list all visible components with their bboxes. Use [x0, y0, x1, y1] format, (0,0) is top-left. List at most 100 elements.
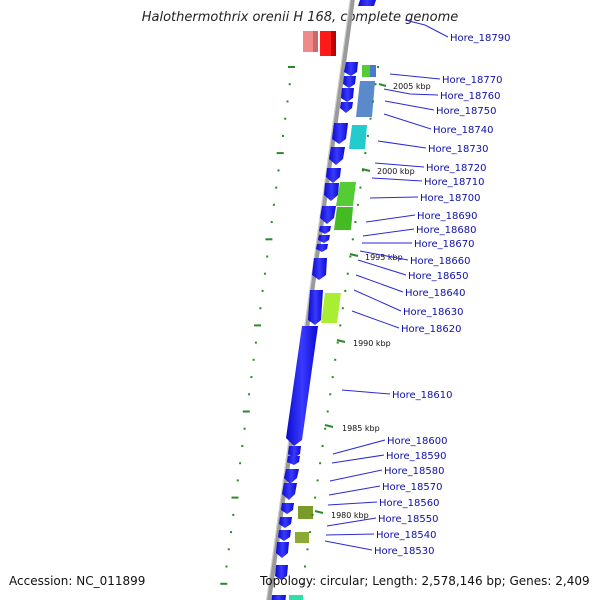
gene-label[interactable]: Hore_18660	[410, 256, 471, 267]
kbp-label: 1990 kbp	[353, 339, 391, 348]
cds-arrow	[358, 0, 376, 6]
leader-line	[324, 540, 373, 551]
leader-line	[357, 259, 407, 276]
leader-line	[371, 177, 423, 182]
tick-ring	[220, 66, 379, 585]
tick-dash	[282, 134, 284, 137]
map-title: Halothermothrix orenii H 168, complete g…	[141, 10, 459, 25]
gene-lime	[321, 293, 341, 323]
genome-backbone-highlight	[266, 0, 351, 600]
tick-dash	[239, 462, 242, 465]
gene-green	[336, 182, 356, 206]
tick-dash	[372, 100, 374, 103]
tick-dash	[329, 393, 332, 396]
tick-dash	[354, 221, 357, 223]
cds-arrow	[319, 226, 331, 234]
gene-label[interactable]: Hore_18580	[384, 466, 445, 477]
gene-teal	[289, 595, 303, 600]
tick-dash	[259, 307, 262, 310]
gene-label[interactable]: Hore_18790	[450, 33, 511, 44]
tick-dash	[341, 307, 344, 310]
tick-dash	[374, 83, 377, 86]
tick-dash	[331, 376, 334, 379]
tick-dash	[301, 582, 304, 585]
gene-label[interactable]: Hore_18690	[417, 211, 478, 222]
tick-dash	[275, 186, 278, 189]
kbp-tick	[314, 510, 324, 514]
leader-line	[326, 517, 377, 527]
kbp-label: 1995 kbp	[365, 253, 403, 262]
gene-label[interactable]: Hore_18530	[374, 546, 435, 557]
tick-dash	[254, 324, 262, 327]
tick-dash	[346, 272, 349, 275]
tick-dash	[265, 238, 273, 241]
gene-cyan	[349, 125, 367, 149]
tick-dash	[231, 496, 239, 499]
kbp-label: 1985 kbp	[342, 424, 380, 433]
tick-dash	[314, 496, 317, 499]
gene-label[interactable]: Hore_18700	[420, 193, 481, 204]
tick-dash	[242, 410, 250, 413]
tick-dash	[288, 66, 295, 68]
gene-label[interactable]: Hore_18760	[440, 91, 501, 102]
leader-line	[325, 533, 375, 536]
gene-label[interactable]: Hore_18710	[424, 177, 485, 188]
kbp-tick	[349, 253, 359, 257]
tick-dash	[324, 427, 327, 430]
gene-label[interactable]: Hore_18560	[379, 498, 440, 509]
gene-label[interactable]: Hore_18570	[382, 482, 443, 493]
tick-dash	[344, 289, 347, 292]
kbp-tick	[361, 168, 371, 172]
accession-text: Accession: NC_011899	[9, 574, 146, 588]
tick-dash	[230, 531, 232, 534]
tick-dash	[252, 358, 255, 361]
cds-arrow	[332, 123, 348, 144]
tick-dash	[339, 324, 342, 327]
tick-dash	[227, 548, 230, 551]
gene-label[interactable]: Hore_18620	[401, 324, 462, 335]
tick-dash	[220, 582, 228, 585]
tick-dash	[261, 289, 264, 292]
gene-label[interactable]: Hore_18630	[403, 307, 464, 318]
gene-label[interactable]: Hore_18550	[378, 514, 439, 525]
cds-arrow	[281, 503, 294, 514]
tick-dash	[359, 186, 362, 189]
kbp-tick	[378, 83, 387, 87]
leader-line	[327, 501, 378, 506]
tick-dash	[276, 152, 284, 155]
gene-label[interactable]: Hore_18680	[416, 225, 477, 236]
leader-line	[377, 140, 427, 149]
tick-dash	[250, 376, 253, 379]
gene-label[interactable]: Hore_18610	[392, 390, 453, 401]
cds-arrow	[287, 456, 300, 465]
gene-label[interactable]: Hore_18600	[387, 436, 448, 447]
leader-line	[351, 310, 400, 329]
tick-dash	[277, 169, 280, 172]
cds-arrow	[324, 183, 339, 201]
tick-dash	[336, 341, 339, 344]
leader-line	[362, 228, 415, 237]
gene-label[interactable]: Hore_18650	[408, 271, 469, 282]
cds-track	[271, 0, 376, 600]
gene-label[interactable]: Hore_18540	[376, 530, 437, 541]
leader-line	[332, 439, 386, 455]
gene-label[interactable]: Hore_18670	[414, 239, 475, 250]
cds-arrow	[271, 595, 286, 600]
gene-steelblue	[356, 81, 375, 117]
tick-dash	[263, 272, 266, 275]
gene-label[interactable]: Hore_18720	[426, 163, 487, 174]
cds-arrow	[282, 483, 297, 500]
cds-arrow	[343, 76, 356, 88]
gene-label[interactable]: Hore_18750	[436, 106, 497, 117]
gene-label[interactable]: Hore_18730	[428, 144, 489, 155]
leader-line	[369, 196, 419, 199]
gene-label[interactable]: Hore_18590	[386, 451, 447, 462]
tick-dash	[356, 203, 359, 206]
gene-label[interactable]: Hore_18640	[405, 288, 466, 299]
gene-label[interactable]: Hore_18770	[442, 75, 503, 86]
tick-dash	[304, 565, 306, 568]
gene-label[interactable]: Hore_18740	[433, 125, 494, 136]
cds-arrow	[286, 326, 318, 446]
